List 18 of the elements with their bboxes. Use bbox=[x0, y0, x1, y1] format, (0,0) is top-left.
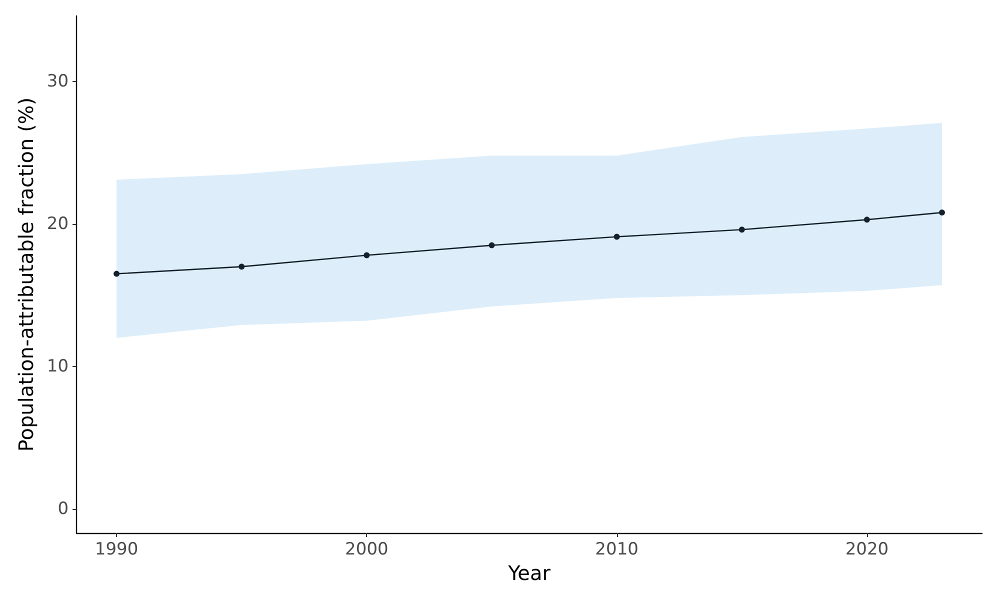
x-tick-label: 2000 bbox=[345, 540, 388, 560]
x-tick-label: 2020 bbox=[845, 540, 889, 560]
point bbox=[938, 210, 945, 216]
x-tick-label: 2010 bbox=[595, 540, 638, 560]
point bbox=[864, 216, 870, 223]
y-tick-label: 0 bbox=[58, 498, 69, 519]
x-tick-label: 1990 bbox=[94, 540, 138, 560]
y-tick-label: 20 bbox=[46, 214, 69, 234]
point bbox=[238, 264, 245, 270]
y-axis-title: Population-attributable fraction (%) bbox=[14, 97, 38, 452]
point bbox=[488, 242, 495, 248]
point bbox=[364, 252, 370, 258]
point bbox=[738, 226, 745, 233]
point bbox=[614, 234, 620, 240]
x-axis-title: Year bbox=[507, 560, 552, 585]
y-tick-label: 30 bbox=[46, 72, 69, 92]
y-tick-label: 10 bbox=[46, 356, 69, 376]
point bbox=[114, 270, 120, 277]
